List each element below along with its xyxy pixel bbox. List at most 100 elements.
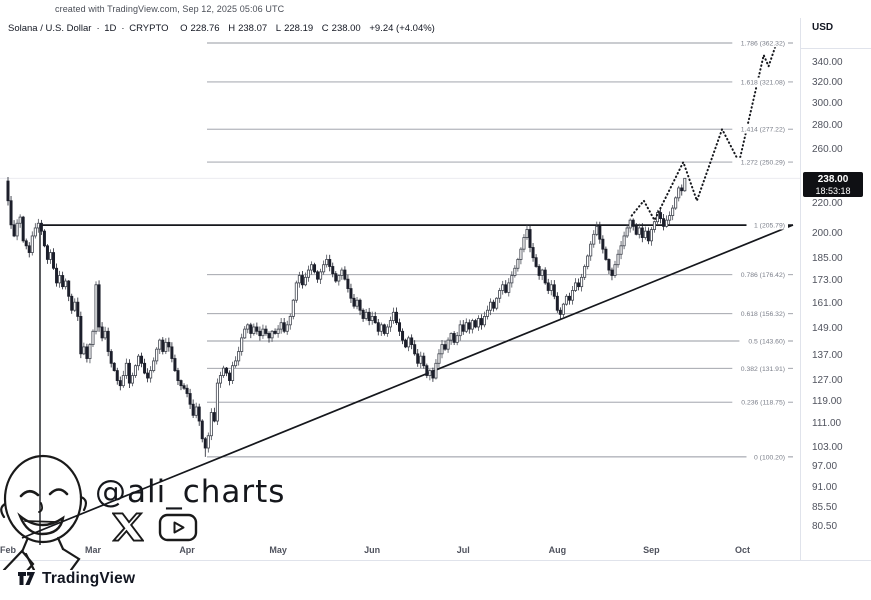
price-tick-label: 300.00 [812, 97, 843, 109]
youtube-logo-icon [158, 513, 198, 541]
candle-body [482, 316, 486, 326]
fib-label-bg [732, 364, 788, 373]
candle-body [540, 269, 544, 276]
candle-body [607, 259, 611, 271]
price-tick-label: 119.00 [812, 395, 842, 407]
candle-body [665, 219, 669, 227]
candle-body [52, 252, 56, 269]
candle-body [240, 337, 244, 352]
brand-name: TradingView [42, 570, 136, 587]
candle-body [206, 435, 210, 449]
price-tick-label: 97.00 [812, 461, 838, 473]
candle-body [604, 248, 608, 260]
candle-body [64, 280, 68, 288]
candle-body [625, 227, 629, 237]
candle-body [404, 339, 408, 348]
candle-body [376, 322, 380, 332]
currency-label: USD [812, 22, 834, 33]
projection-path [630, 45, 777, 223]
candle-body [492, 301, 496, 309]
symbol-legend[interactable]: Solana / U.S. Dollar · 1D · CRYPTO O 228.76… [8, 23, 438, 34]
candle-body [561, 303, 565, 315]
fib-label: 1.786 (362.32) [741, 40, 785, 47]
candle-body [437, 353, 441, 364]
month-tick-label: Aug [548, 545, 567, 555]
candle-body [634, 225, 638, 235]
candle-body [58, 275, 62, 284]
candle-body [640, 227, 644, 238]
candle-body [33, 227, 37, 237]
candle-body [476, 318, 480, 328]
ali-face-logo [0, 454, 88, 570]
candle-body [677, 187, 681, 199]
tradingview-brand[interactable]: TradingView [18, 570, 135, 588]
watermark-social-icons [112, 512, 198, 542]
candle-body [124, 362, 128, 376]
open-value: 228.76 [190, 23, 220, 34]
candle-body [586, 255, 590, 267]
candle-body [391, 311, 395, 321]
candle-body [270, 330, 274, 339]
candle-body [388, 320, 392, 328]
candle-body [55, 267, 59, 284]
candle-body [15, 222, 19, 237]
candle-body [306, 269, 310, 278]
price-tick-label: 111.00 [812, 417, 842, 429]
month-tick-label: Jun [364, 545, 381, 555]
attribution-text: created with TradingView.com, Sep 12, 20… [55, 4, 285, 14]
legend-separator: · [96, 23, 100, 34]
candle-body [279, 322, 283, 330]
candle-body [401, 330, 405, 341]
candle-body [385, 326, 389, 334]
fib-label: 0.5 (143.60) [748, 338, 785, 345]
candle-body [146, 372, 150, 379]
candle-body [309, 264, 313, 271]
candle-body [179, 380, 183, 387]
candle-body [458, 324, 462, 337]
candle-body [352, 297, 356, 307]
candle-body [343, 269, 347, 280]
fib-label-bg [732, 77, 788, 87]
candle-body [191, 403, 195, 416]
price-tick-label: 80.50 [812, 521, 838, 533]
candle-body [622, 235, 626, 247]
candle-body [61, 275, 65, 288]
candle-body [637, 227, 641, 235]
candle-body [598, 225, 602, 240]
candle-body [73, 301, 77, 311]
ascending-trendline [21, 224, 794, 539]
candle-body [164, 341, 168, 352]
candle-body [197, 406, 201, 422]
candle-body [221, 367, 225, 376]
price-tick-label: 260.00 [812, 143, 843, 155]
interval: 1D [104, 23, 117, 34]
fib-label: 1.414 (277.22) [741, 127, 785, 134]
candle-body [358, 299, 362, 311]
price-tick-label: 185.00 [812, 253, 843, 265]
candle-body [416, 353, 420, 364]
candle-body [300, 275, 304, 286]
month-tick-label: Sep [643, 545, 660, 555]
high-value: 238.07 [238, 23, 268, 34]
candle-body [671, 207, 675, 216]
candle-body [643, 230, 647, 238]
candle-body [225, 367, 229, 374]
candle-body [115, 370, 119, 381]
tradingview-logo-icon [18, 572, 35, 585]
candle-body [410, 337, 414, 346]
current-price: 238.00 [817, 174, 849, 185]
fib-label-bg [739, 336, 788, 346]
month-tick-label: Mar [84, 545, 101, 555]
candle-body [12, 224, 16, 237]
candle-body [167, 341, 171, 348]
candle-body [24, 240, 28, 247]
candle-body [373, 316, 377, 324]
candle-body [367, 311, 371, 321]
candle-body [261, 328, 265, 337]
fib-label-bg [732, 270, 788, 280]
candle-body [680, 187, 684, 192]
change-value: +9.24 (+4.04%) [369, 23, 435, 34]
candle-body [45, 245, 49, 260]
candle-body [121, 375, 125, 387]
